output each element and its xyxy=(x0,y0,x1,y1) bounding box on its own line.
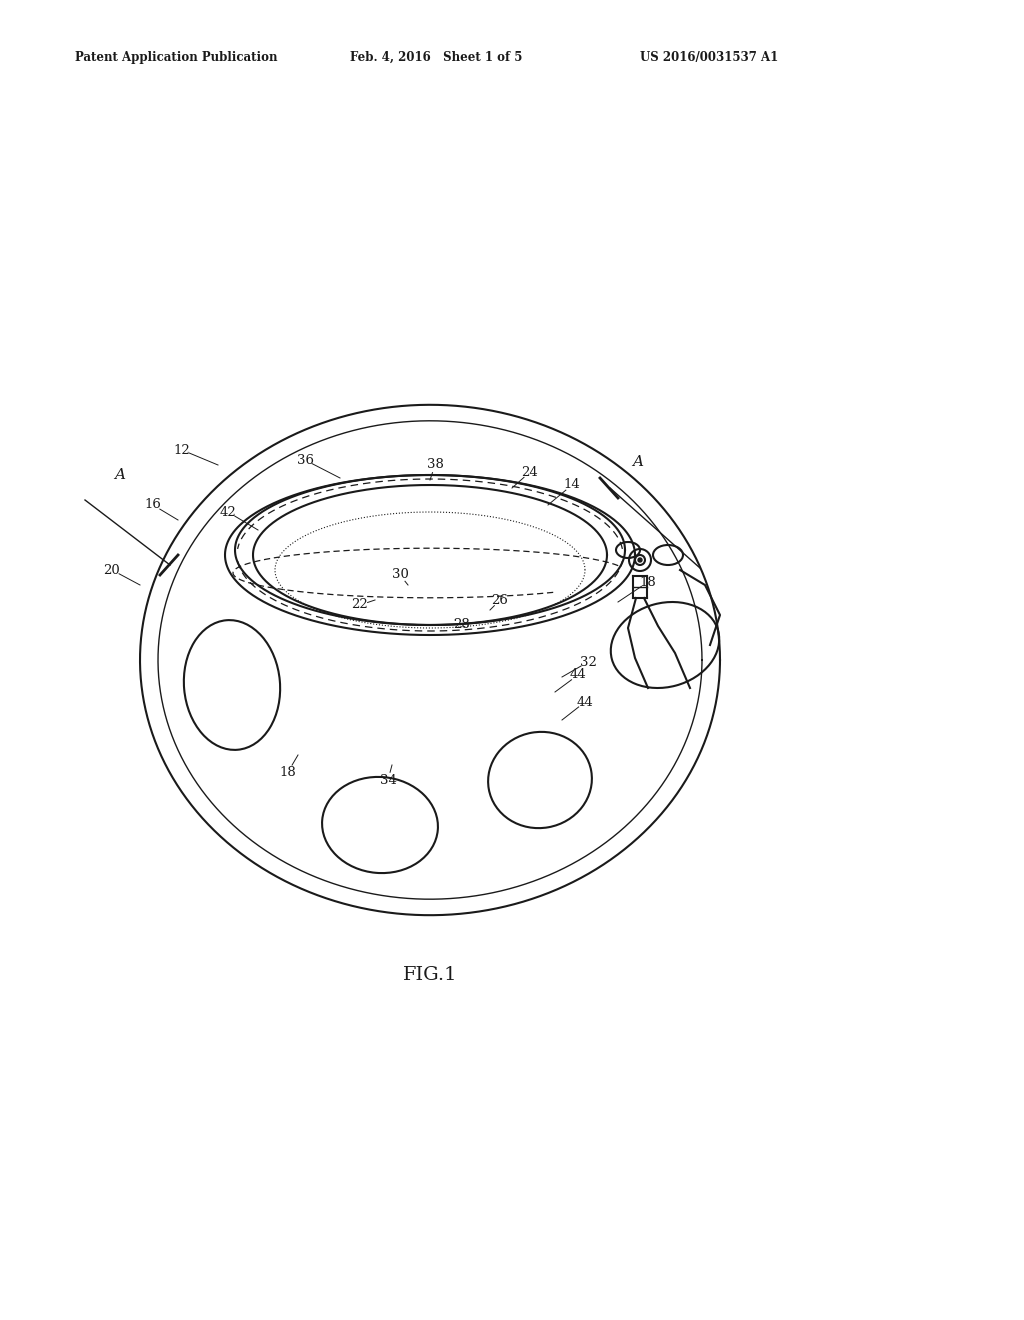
Text: 38: 38 xyxy=(427,458,443,471)
Text: 18: 18 xyxy=(640,576,656,589)
Text: 34: 34 xyxy=(380,774,396,787)
Circle shape xyxy=(638,558,642,562)
Text: 32: 32 xyxy=(580,656,596,668)
Text: 18: 18 xyxy=(280,766,296,779)
Text: 16: 16 xyxy=(144,499,162,511)
Text: 44: 44 xyxy=(569,668,587,681)
Text: 12: 12 xyxy=(174,444,190,457)
Text: 20: 20 xyxy=(103,564,121,577)
Text: 44: 44 xyxy=(577,696,593,709)
Text: Patent Application Publication: Patent Application Publication xyxy=(75,50,278,63)
Text: 42: 42 xyxy=(219,506,237,519)
Text: 26: 26 xyxy=(492,594,509,606)
Text: 14: 14 xyxy=(563,479,581,491)
Text: FIG.1: FIG.1 xyxy=(402,966,458,983)
Text: US 2016/0031537 A1: US 2016/0031537 A1 xyxy=(640,50,778,63)
Text: 30: 30 xyxy=(391,569,409,582)
Text: 28: 28 xyxy=(454,619,470,631)
Text: Feb. 4, 2016   Sheet 1 of 5: Feb. 4, 2016 Sheet 1 of 5 xyxy=(350,50,522,63)
Text: 24: 24 xyxy=(521,466,539,479)
Text: A: A xyxy=(633,455,643,469)
Text: A: A xyxy=(115,469,126,482)
Text: 22: 22 xyxy=(351,598,369,611)
Text: 36: 36 xyxy=(297,454,313,466)
